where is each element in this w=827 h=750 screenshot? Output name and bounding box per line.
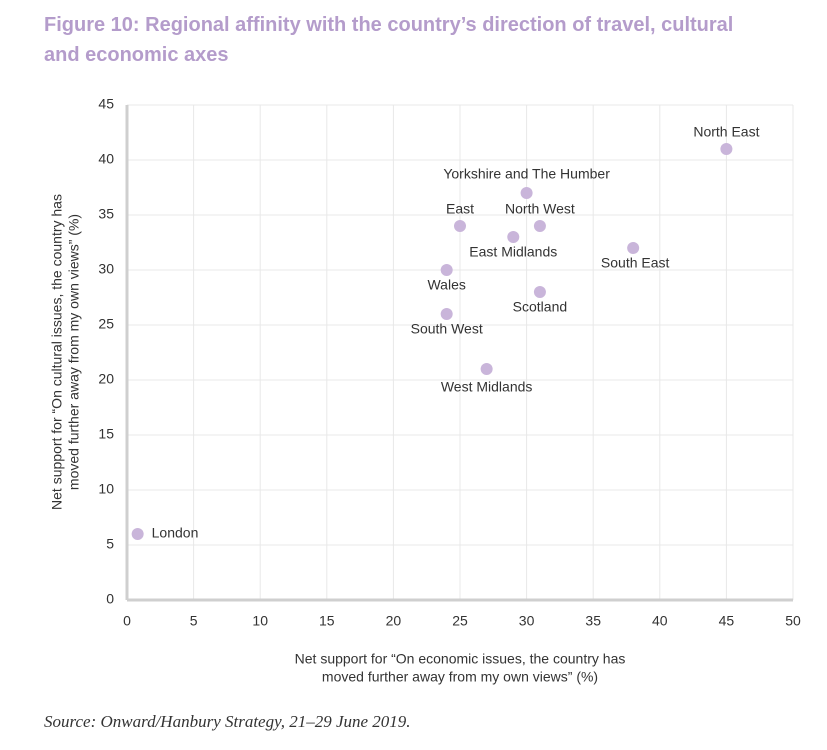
point: [480, 363, 493, 375]
point-label: Yorkshire and The Humber: [443, 166, 610, 182]
chart-title: Figure 10: Regional affinity with the co…: [44, 14, 734, 66]
x-axis-title: moved further away from my own views” (%…: [322, 669, 598, 685]
x-tick-label: 25: [452, 613, 468, 629]
point-label: North East: [693, 124, 759, 140]
y-tick-label: 5: [106, 536, 114, 552]
x-tick-label: 45: [719, 613, 735, 629]
y-tick-label: 25: [98, 316, 114, 332]
x-tick-label: 10: [252, 613, 268, 629]
x-tick-label: 5: [190, 613, 198, 629]
point: [440, 308, 453, 320]
point: [440, 264, 453, 276]
x-tick-label: 50: [785, 613, 801, 629]
x-axis-title: Net support for “On economic issues, the…: [295, 651, 626, 667]
y-tick-label: 10: [98, 481, 114, 497]
point-label: East Midlands: [469, 244, 557, 260]
point-label: East: [446, 201, 474, 217]
point-label: South West: [411, 321, 483, 337]
y-tick-label: 0: [106, 591, 114, 607]
x-tick-label: 20: [386, 613, 402, 629]
x-tick-label: 30: [519, 613, 535, 629]
point-label: North West: [505, 201, 575, 217]
point: [507, 231, 520, 243]
source-note: Source: Onward/Hanbury Strategy, 21–29 J…: [44, 712, 411, 731]
y-tick-label: 35: [98, 206, 114, 222]
y-tick-label: 30: [98, 261, 114, 277]
point-label: West Midlands: [441, 379, 533, 395]
y-axis-title: moved further away from my own views” (%…: [66, 214, 82, 490]
point: [627, 242, 640, 254]
point: [131, 528, 144, 540]
point: [720, 143, 733, 155]
point: [533, 220, 546, 232]
y-tick-label: 45: [98, 96, 114, 112]
point-label: London: [152, 525, 199, 541]
x-tick-label: 40: [652, 613, 668, 629]
point-label: Wales: [427, 277, 465, 293]
y-axis-title: Net support for “On cultural issues, the…: [49, 194, 65, 510]
point: [454, 220, 466, 232]
x-tick-label: 35: [585, 613, 601, 629]
point-label: Scotland: [513, 299, 567, 315]
y-tick-label: 40: [98, 151, 114, 167]
y-tick-label: 15: [98, 426, 114, 442]
x-tick-label: 0: [123, 613, 131, 629]
point-label: South East: [601, 255, 670, 271]
point: [533, 286, 546, 298]
y-tick-label: 20: [98, 371, 114, 387]
point: [520, 187, 533, 199]
x-tick-label: 15: [319, 613, 335, 629]
